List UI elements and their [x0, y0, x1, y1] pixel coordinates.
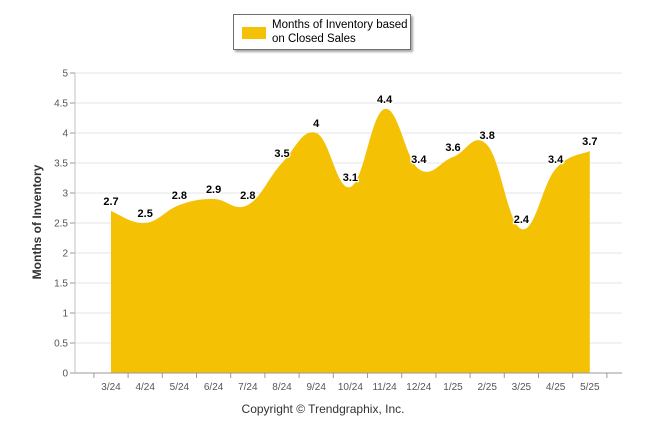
data-label: 2.7 — [103, 196, 118, 208]
x-tick-label: 2/25 — [477, 382, 497, 393]
x-tick-label: 9/24 — [306, 382, 326, 393]
legend-swatch — [242, 27, 266, 39]
data-labels: 2.7 2.5 2.8 2.9 2.8 3.5 4 3.1 4.4 3.4 3.6 3.8 2.4 3.4… — [102, 93, 599, 228]
data-label: 2.8 — [172, 190, 187, 202]
axes: 0 0.5 1 1.5 2 2.5 3 3.5 4 4.5 5 3/24 4/24 5/24 6/24 7/2… — [54, 69, 622, 393]
y-tick-label: 0.5 — [54, 339, 68, 350]
y-tick-label: 4.5 — [54, 99, 68, 110]
x-tick-label: 5/24 — [170, 382, 190, 393]
data-label: 3.1 — [343, 172, 358, 184]
x-tick-label: 7/24 — [238, 382, 258, 393]
area-series-fill — [111, 108, 590, 373]
y-tick-label: 3.5 — [54, 159, 68, 170]
x-tick-label: 3/25 — [512, 382, 532, 393]
y-tick-label: 1.5 — [54, 279, 68, 290]
legend-label: Months of Inventory based on Closed Sale… — [272, 19, 408, 45]
x-tick-label: 1/25 — [443, 382, 463, 393]
data-label: 3.4 — [548, 154, 564, 166]
x-tick-label: 3/24 — [101, 382, 121, 393]
data-label: 3.6 — [445, 142, 460, 154]
x-tick-label: 5/25 — [580, 382, 600, 393]
x-tick-label: 12/24 — [406, 382, 431, 393]
legend[interactable]: Months of Inventory based on Closed Sale… — [233, 14, 411, 50]
data-label: 3.8 — [480, 130, 495, 142]
y-tick-label: 5 — [62, 69, 68, 80]
x-tick-label: 11/24 — [372, 382, 397, 393]
x-tick-label: 8/24 — [272, 382, 292, 393]
x-tick-label: 6/24 — [204, 382, 224, 393]
data-label: 2.9 — [206, 184, 221, 196]
data-label: 3.4 — [411, 154, 427, 166]
data-label: 2.4 — [514, 214, 530, 226]
y-tick-label: 3 — [62, 189, 68, 200]
data-label: 4 — [313, 118, 320, 130]
y-tick-label: 2 — [62, 249, 68, 260]
y-tick-label: 1 — [62, 309, 68, 320]
data-label: 3.7 — [582, 136, 597, 148]
y-tick-label: 0 — [62, 369, 68, 380]
data-label: 2.8 — [240, 190, 255, 202]
data-label: 2.5 — [138, 208, 153, 220]
x-tick-label: 4/25 — [546, 382, 566, 393]
y-tick-label: 4 — [62, 129, 68, 140]
y-axis-title: Months of Inventory — [30, 164, 44, 279]
data-label: 4.4 — [377, 94, 393, 106]
y-tick-label: 2.5 — [54, 219, 68, 230]
x-tick-label: 4/24 — [135, 382, 155, 393]
data-label: 3.5 — [274, 148, 289, 160]
copyright-footer: Copyright © Trendgraphix, Inc. — [241, 402, 405, 416]
x-tick-label: 10/24 — [338, 382, 363, 393]
